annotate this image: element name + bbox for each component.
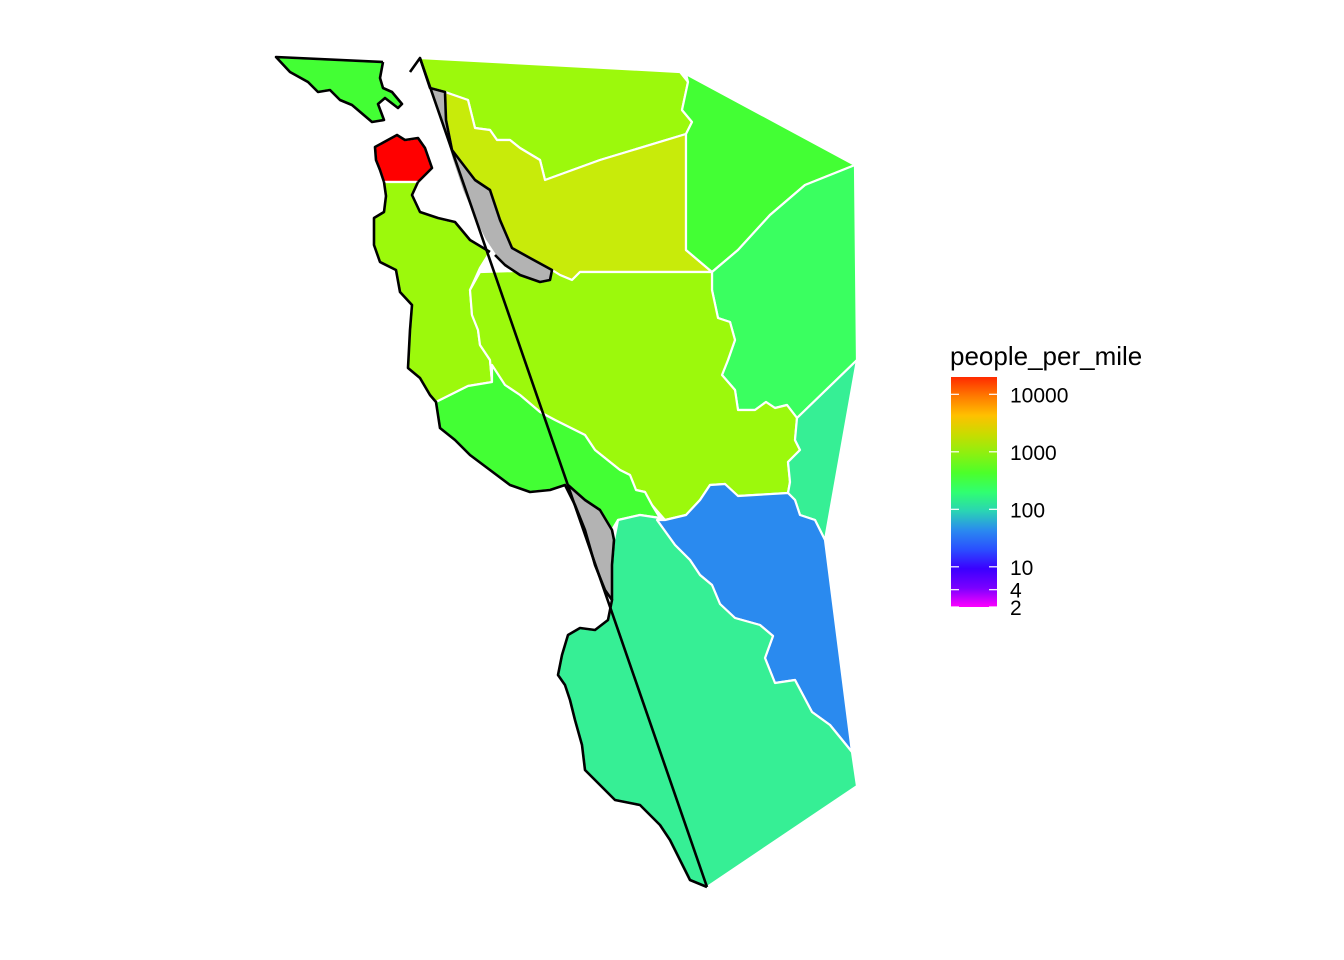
legend-label: 10000 [1010,384,1068,407]
outline-gray-strip [408,56,554,284]
legend-label: 1000 [1010,442,1057,465]
county-regions [274,55,859,889]
outline-diagonal [418,57,709,888]
outline-northwest-peninsula [274,55,404,124]
legend-colorbar [951,377,997,607]
legend-label: 100 [1010,499,1045,522]
legend-label: 2 [1010,597,1022,620]
legend-label: 10 [1010,557,1033,580]
outline-city [373,133,434,183]
outline-strokes [274,55,709,889]
legend-title: people_per_mile [950,341,1142,371]
legend-ticks [951,393,997,608]
outline-south-strip [567,484,616,600]
outline-inner-bay [410,181,491,254]
legend-label: 4 [1010,580,1022,603]
